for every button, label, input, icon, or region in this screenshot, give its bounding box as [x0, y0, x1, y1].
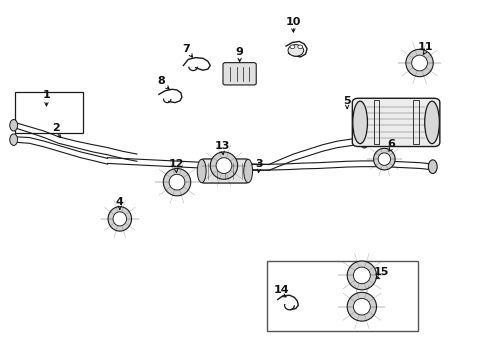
Text: 4: 4 — [116, 197, 123, 207]
FancyBboxPatch shape — [201, 159, 248, 183]
Bar — [266, 261, 417, 331]
Circle shape — [297, 45, 302, 49]
Ellipse shape — [405, 49, 432, 77]
Bar — [15, 92, 83, 133]
Ellipse shape — [197, 159, 206, 183]
Text: 11: 11 — [417, 42, 432, 52]
Ellipse shape — [424, 101, 439, 144]
Ellipse shape — [243, 159, 252, 183]
Circle shape — [287, 45, 303, 56]
Text: 1: 1 — [42, 90, 50, 100]
Ellipse shape — [108, 207, 131, 231]
Ellipse shape — [411, 55, 427, 71]
Ellipse shape — [359, 134, 368, 148]
Ellipse shape — [216, 158, 231, 174]
Bar — [373, 100, 379, 144]
Ellipse shape — [346, 261, 376, 290]
Ellipse shape — [169, 174, 184, 190]
Text: 8: 8 — [157, 76, 165, 86]
Text: 6: 6 — [386, 139, 394, 149]
Ellipse shape — [10, 134, 18, 145]
Text: 10: 10 — [285, 17, 301, 27]
Ellipse shape — [353, 298, 369, 315]
Ellipse shape — [346, 292, 376, 321]
Text: 7: 7 — [182, 44, 189, 54]
Ellipse shape — [353, 267, 369, 284]
Text: 15: 15 — [373, 267, 388, 277]
FancyBboxPatch shape — [351, 98, 439, 147]
Ellipse shape — [163, 168, 190, 196]
Text: 13: 13 — [214, 141, 230, 151]
Circle shape — [289, 45, 294, 49]
Text: 9: 9 — [235, 47, 243, 57]
Ellipse shape — [427, 160, 436, 174]
Ellipse shape — [373, 148, 394, 170]
Ellipse shape — [210, 152, 237, 179]
FancyBboxPatch shape — [223, 63, 256, 85]
Text: 2: 2 — [52, 123, 60, 133]
Text: 14: 14 — [273, 285, 288, 295]
Ellipse shape — [10, 120, 18, 131]
Text: 5: 5 — [343, 96, 350, 106]
Text: 3: 3 — [255, 159, 263, 169]
Ellipse shape — [113, 212, 126, 226]
Ellipse shape — [377, 153, 390, 165]
Ellipse shape — [352, 101, 367, 144]
Bar — [412, 100, 418, 144]
Text: 12: 12 — [168, 159, 183, 169]
